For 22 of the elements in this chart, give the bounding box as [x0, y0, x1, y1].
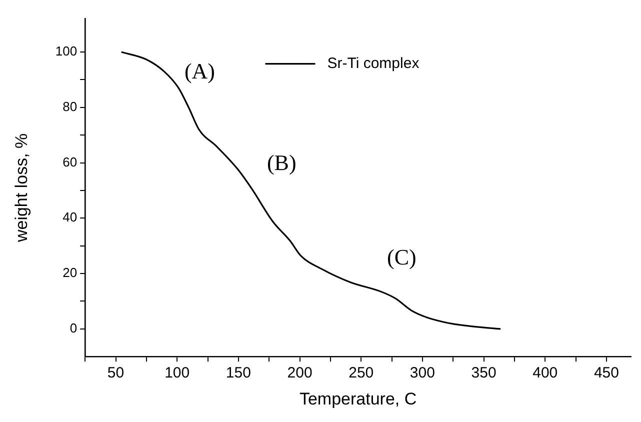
x-tick-label: 150: [226, 364, 251, 382]
x-tick-label: 450: [594, 364, 619, 382]
y-tick-label: 0: [70, 320, 78, 336]
x-tick-label: 100: [164, 364, 190, 382]
x-tick-label: 300: [410, 364, 435, 382]
x-axis-title: Temperature, C: [299, 389, 417, 408]
y-tick-label: 20: [62, 265, 78, 280]
x-tick-label: 400: [532, 364, 558, 382]
y-tick-label: 40: [62, 210, 78, 225]
y-axis-title: weight loss, %: [12, 133, 31, 244]
line-series: [120, 51, 502, 330]
x-tick-label: 200: [287, 364, 312, 382]
annotation: (A): [184, 58, 216, 84]
y-tick-label: 60: [62, 154, 78, 170]
y-tick-label: 100: [55, 44, 78, 59]
x-tick-label: 350: [471, 364, 496, 382]
y-tick-label: 80: [62, 98, 78, 114]
annotation: (C): [387, 244, 416, 270]
x-tick-label: 50: [107, 364, 124, 382]
x-tick-label: 250: [348, 364, 374, 382]
legend-label: Sr-Ti complex: [327, 54, 420, 72]
annotation: (B): [266, 150, 296, 175]
